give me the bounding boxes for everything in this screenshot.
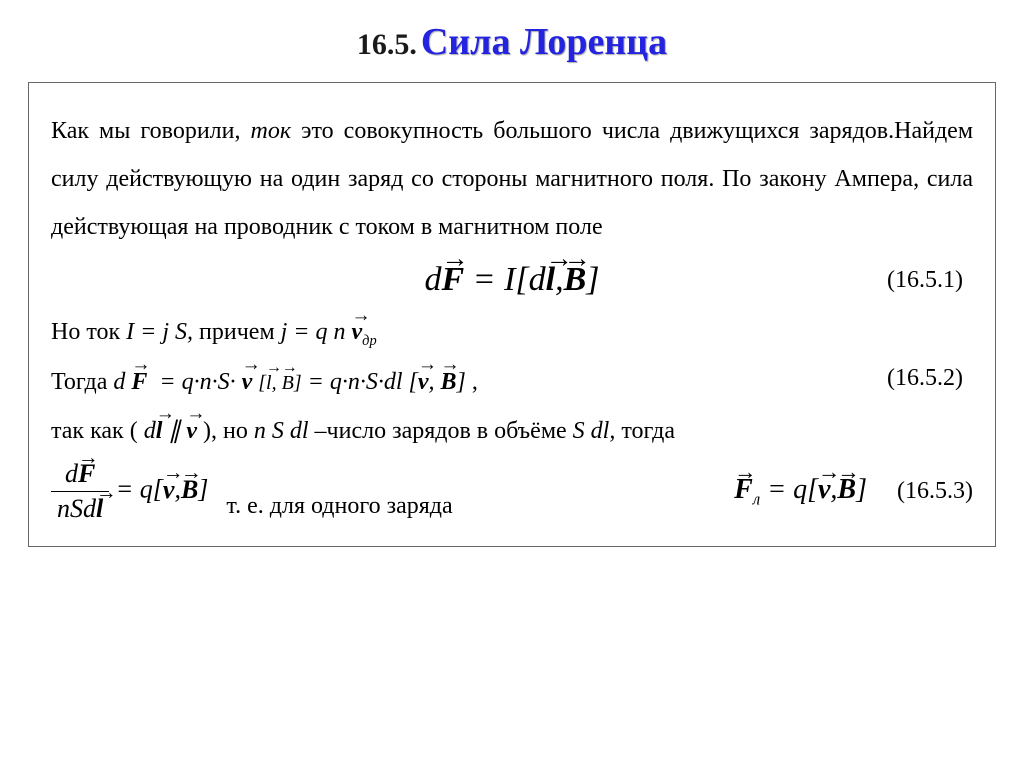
current-density-line: Но ток I = j S, причем j = q n vдр [51,311,973,355]
equation-1: dF = I[dl,B] (16.5.1) [51,261,973,299]
text: так как ( [51,418,144,444]
equation-1-formula: dF = I[dl,B] [424,261,599,299]
intro-paragraph: Как мы говорили, ток это совокупность бо… [51,107,973,251]
text: Тогда [51,369,113,395]
text: тогда [621,418,675,444]
slide-title: 16.5. Сила Лоренца [28,20,996,64]
equation-3-formula: Fл = q[v,B] [734,474,867,510]
drift-velocity: vдр [352,319,377,345]
formula: I = j S, [126,319,193,345]
equation-3-row: dF nSdl = q[v,B] т. е. для одного заряда… [51,459,973,524]
lorentz-force-result: Fл = q[v,B] (16.5.3) [734,474,973,510]
equation-3-fraction: dF nSdl = q[v,B] [51,459,208,524]
parallel-formula: dl ∥ v [144,418,197,444]
section-title: Сила Лоренца [421,21,667,63]
formula: j = q n [281,319,352,345]
text: –число зарядов в объёме [315,418,573,444]
equation-1-number: (16.5.1) [887,267,963,294]
equation-2-formula: d F = q·n·S· v [l, B] = q·n·S·dl [v, B] [113,369,471,395]
equation-3-number: (16.5.3) [897,478,973,505]
formula: n S dl [254,418,309,444]
text: Но ток [51,319,126,345]
parallel-line: так как ( dl ∥ v ), но n S dl –число зар… [51,410,973,453]
equation-2-number: (16.5.2) [887,357,963,400]
text: Как мы говорили, [51,118,251,144]
section-number: 16.5. [357,28,417,61]
slide: 16.5. Сила Лоренца Как мы говорили, ток … [0,0,1024,767]
text: , [472,369,478,395]
formula: S dl, [573,418,616,444]
single-charge-label: т. е. для одного заряда [226,493,452,520]
content-box: Как мы говорили, ток это совокупность бо… [28,82,996,547]
text-emphasis: ток [251,118,292,144]
text: причем [193,319,281,345]
text: ), но [203,418,254,444]
